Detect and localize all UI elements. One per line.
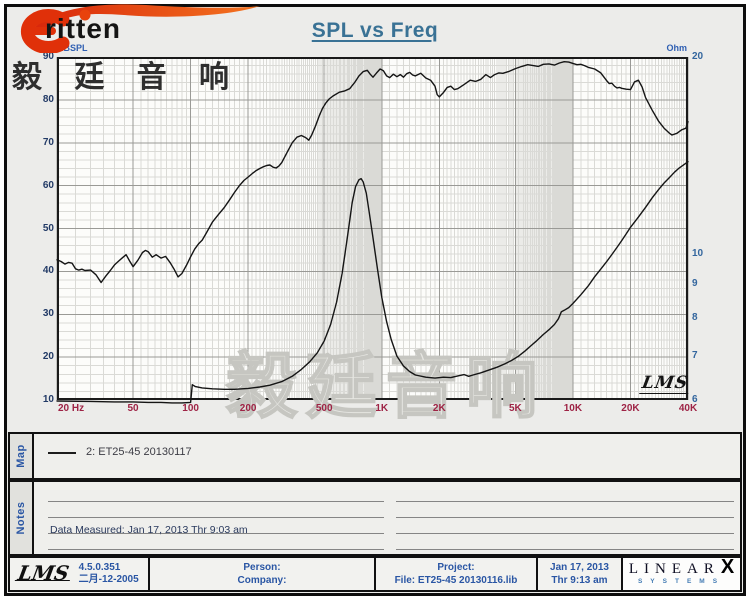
freq-tick-label: 5K [508,403,522,414]
db-tick-label: 30 [42,308,54,320]
notes-line [396,549,734,550]
ohm-tick-label: 6 [692,394,698,405]
footer-project-cell: Project: File: ET25-45 20130116.lib [376,558,538,590]
version-block: 4.5.0.351 二月-12-2005 [79,562,139,586]
freq-tick-label: 500 [315,403,333,414]
ohm-tick-label: 8 [692,312,698,324]
ohm-tick-label: 10 [692,248,704,260]
lms-footer-logo: LMS [14,561,72,585]
file-name: File: ET25-45 20130116.lib [394,575,518,586]
ohm-tick-label: 20 [692,51,704,62]
footer-date: Jan 17, 2013 [550,562,609,573]
notes-line [396,533,734,534]
chart-title: SPL vs Freq [311,19,439,42]
notes-line [48,533,384,534]
notes-line [48,501,384,502]
ohm-tick-label: 9 [692,278,698,290]
db-tick-label: 40 [42,265,54,277]
freq-tick-label: 40K [678,403,698,414]
footer-person-cell: Person: Company: [150,558,376,590]
map-strip: Map [10,434,34,478]
company-label: Company: [237,575,287,586]
person-label: Person: [243,562,281,573]
legend-entry[interactable]: 2: ET25-45 20130117 [86,446,192,458]
freq-tick-label: 200 [239,403,257,414]
linearx-wordmark: LINEAR X [628,555,735,578]
footer-time: Thr 9:13 am [551,575,608,586]
freq-tick-label: 1K [375,403,389,414]
freq-tick-label: 20 Hz [58,403,85,414]
eritten-logo [20,4,260,53]
footer-bar: LMS 4.5.0.351 二月-12-2005 Person: Company… [8,556,742,592]
linearx-logo: LINEAR X SYSTEMS [623,555,740,590]
linearx-systems: SYSTEMS [637,577,726,585]
notes-strip: Notes [10,482,34,554]
map-label: Map [15,444,27,468]
map-panel: Map 2: ET25-45 20130117 [8,432,742,480]
notes-line [396,501,734,502]
version-date: 二月-12-2005 [78,574,139,585]
db-tick-label: 90 [42,51,54,62]
legend-line-sample [48,452,76,454]
db-tick-label: 60 [42,179,54,191]
freq-tick-label: 20K [621,403,640,414]
freq-tick-label: 100 [182,403,199,414]
logo-wordmark: ritten [45,13,121,44]
db-tick-label: 10 [42,394,54,405]
footer-lms-cell: LMS 4.5.0.351 二月-12-2005 [10,558,150,590]
right-axis-caption: Ohm [666,43,687,53]
notes-line [48,549,384,550]
notes-panel: Notes Data Measured: Jan 17, 2013 Thr 9:… [8,480,742,556]
freq-tick-label: 2K [432,403,446,414]
linearx-x: X [720,555,735,578]
notes-line [48,517,384,518]
db-tick-label: 80 [42,93,54,105]
notes-label: Notes [15,501,27,535]
freq-tick-label: 10K [563,403,583,414]
notes-line [396,517,734,518]
freq-tick-label: 50 [127,403,139,414]
db-tick-label: 50 [42,222,54,234]
ohm-tick-label: 7 [692,350,698,362]
logo-cjk-text: 毅 廷 音 响 [12,61,242,94]
db-tick-label: 70 [42,136,54,148]
logo-swoosh-icon [20,4,260,53]
data-measured-text: Data Measured: Jan 17, 2013 Thr 9:03 am [50,524,248,536]
footer-date-cell: Jan 17, 2013 Thr 9:13 am [538,558,623,590]
project-label: Project: [437,562,475,573]
left-axis-caption: dBSPL [58,43,88,53]
db-tick-label: 20 [42,351,54,363]
lms-script-logo: LMS [639,373,692,394]
version-number: 4.5.0.351 [78,562,121,573]
